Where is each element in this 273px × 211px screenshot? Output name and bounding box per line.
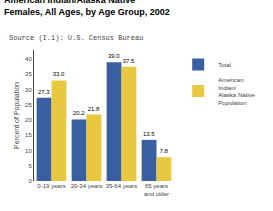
svg-text:65 yearsand older: 65 yearsand older [144, 183, 169, 197]
svg-text:30: 30 [25, 87, 32, 93]
svg-text:27.3: 27.3 [38, 89, 50, 95]
svg-text:21.8: 21.8 [88, 106, 100, 112]
svg-text:AmericanIndian/Alaska NativePo: AmericanIndian/Alaska NativePopulation [218, 77, 255, 106]
svg-text:0-19 years: 0-19 years [37, 183, 65, 189]
svg-text:20: 20 [25, 117, 32, 123]
svg-text:Percent of Population: Percent of Population [13, 82, 21, 149]
svg-text:Source (I.1): U.S. Census Bure: Source (I.1): U.S. Census Bureau [9, 34, 143, 42]
svg-text:33.0: 33.0 [53, 71, 65, 77]
svg-text:39.0: 39.0 [108, 53, 120, 59]
svg-text:20.2: 20.2 [73, 110, 85, 116]
svg-text:35-64 years: 35-64 years [106, 183, 138, 189]
svg-text:13.5: 13.5 [143, 131, 155, 137]
svg-text:American Indian/Alaska NativeF: American Indian/Alaska NativeFemales, Al… [4, 0, 170, 17]
svg-text:25: 25 [25, 102, 32, 108]
svg-text:40: 40 [25, 56, 32, 62]
svg-text:37.5: 37.5 [123, 58, 135, 64]
svg-text:0: 0 [28, 178, 32, 184]
svg-text:10: 10 [25, 148, 32, 154]
svg-text:20-34 years: 20-34 years [71, 183, 103, 189]
svg-text:15: 15 [25, 132, 32, 138]
svg-text:Total: Total [218, 62, 231, 68]
svg-text:35: 35 [25, 71, 32, 77]
svg-text:5: 5 [28, 163, 32, 169]
svg-text:7.8: 7.8 [159, 148, 168, 154]
